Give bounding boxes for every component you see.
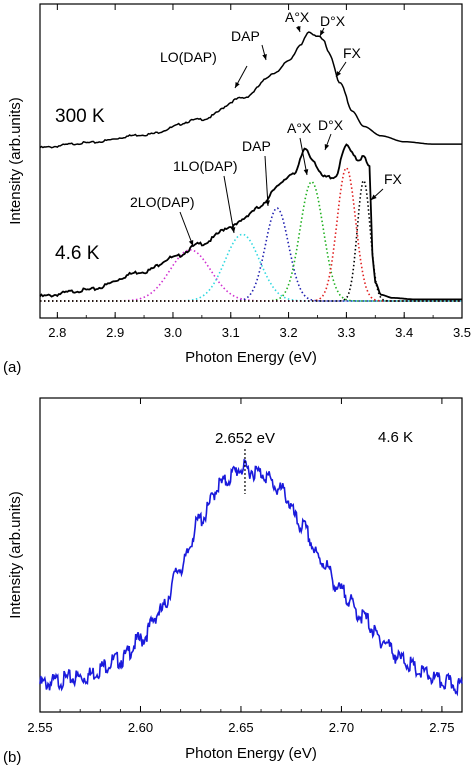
y-axis-label: Intensity (arb.units) [7, 491, 24, 619]
annotation-46K-2LO-DAP-arrowhead [188, 240, 194, 246]
x-tick-label: 3.3 [337, 325, 355, 340]
annotation-46K-AoX: A°X [287, 120, 312, 136]
x-tick-label: 2.60 [128, 720, 153, 735]
annotation-46K-DAP-arrowhead [265, 200, 271, 206]
annotation-46K-DoX-arrowhead [324, 144, 330, 150]
x-tick-label: 3.2 [280, 325, 298, 340]
annotation-300K-LO-DAP: LO(DAP) [160, 49, 217, 65]
curve-300K [39, 31, 462, 149]
annotation-300K-DoX: D°X [320, 13, 346, 29]
annotation-300K-FX: FX [343, 45, 362, 61]
annotation-300K-DAP-arrowhead [262, 54, 267, 60]
annotation-46K-1LO-DAP-arrow [223, 175, 235, 234]
x-tick-label: 2.75 [429, 720, 454, 735]
panel-label: (b) [3, 749, 21, 766]
annotation-46K-FX: FX [384, 171, 403, 187]
annotation-46K-2LO-DAP: 2LO(DAP) [130, 194, 195, 210]
annotation-46K-DAP: DAP [242, 138, 271, 154]
temp-label-4.6K: 4.6 K [55, 243, 100, 264]
x-tick-label: 2.9 [106, 325, 124, 340]
annotation-300K-AoX-arrowhead [296, 26, 301, 32]
annotation-46K-FX-arrowhead [371, 194, 377, 200]
annotation-46K-AoX-arrowhead [303, 169, 309, 175]
annotation-300K-DoX-arrowhead [320, 30, 325, 36]
annotation-46K-DoX: D°X [318, 117, 344, 133]
x-axis-label: Photon Energy (eV) [185, 745, 317, 762]
x-tick-label: 2.70 [329, 720, 354, 735]
annotation-46K-DAP-arrow [264, 155, 269, 207]
fit-component-3 [40, 180, 462, 302]
peak-label: 2.652 eV [215, 430, 275, 447]
temp-label-300K: 300 K [55, 106, 105, 127]
x-tick-label: 2.55 [27, 720, 52, 735]
fit-component-5 [40, 179, 462, 302]
annotation-46K-2LO-DAP-arrow [179, 211, 194, 247]
temp-label-b: 4.6 K [378, 429, 413, 446]
panel-b-frame [39, 397, 463, 713]
x-tick-label: 2.65 [228, 720, 253, 735]
panel-label: (a) [3, 359, 21, 376]
panel-a: 2.8 2.9 3.0 3.1 3.2 3.3 3.4 3.5 Photon Energy (e… [3, 3, 471, 376]
x-tick-label: 3.0 [164, 325, 182, 340]
x-tick-label: 3.1 [222, 325, 240, 340]
x-tick-label: 3.5 [453, 325, 471, 340]
curve-4.6K [39, 143, 462, 301]
annotation-300K-DAP: DAP [231, 28, 260, 44]
annotation-46K-1LO-DAP: 1LO(DAP) [173, 158, 238, 174]
x-axis-label: Photon Energy (eV) [185, 349, 317, 366]
annotation-300K-FX-arrowhead [336, 71, 342, 77]
x-tick-label: 2.8 [48, 325, 66, 340]
annotation-300K-AoX: A°X [285, 9, 310, 25]
fit-component-4 [40, 166, 462, 302]
annotation-46K-AoX-arrow [299, 137, 308, 176]
annotation-46K-1LO-DAP-arrowhead [230, 227, 236, 233]
panel-b: 2.55 2.60 2.65 2.70 2.75 Photon Energy (eV) In… [3, 397, 463, 766]
y-axis-label: Intensity (arb.units) [7, 97, 24, 225]
curve-b-4.6K [39, 458, 463, 697]
panel-a-frame [39, 3, 463, 319]
x-tick-label: 3.4 [395, 325, 413, 340]
annotation-300K-LO-DAP-arrowhead [235, 82, 240, 88]
fit-component-1 [40, 233, 462, 302]
